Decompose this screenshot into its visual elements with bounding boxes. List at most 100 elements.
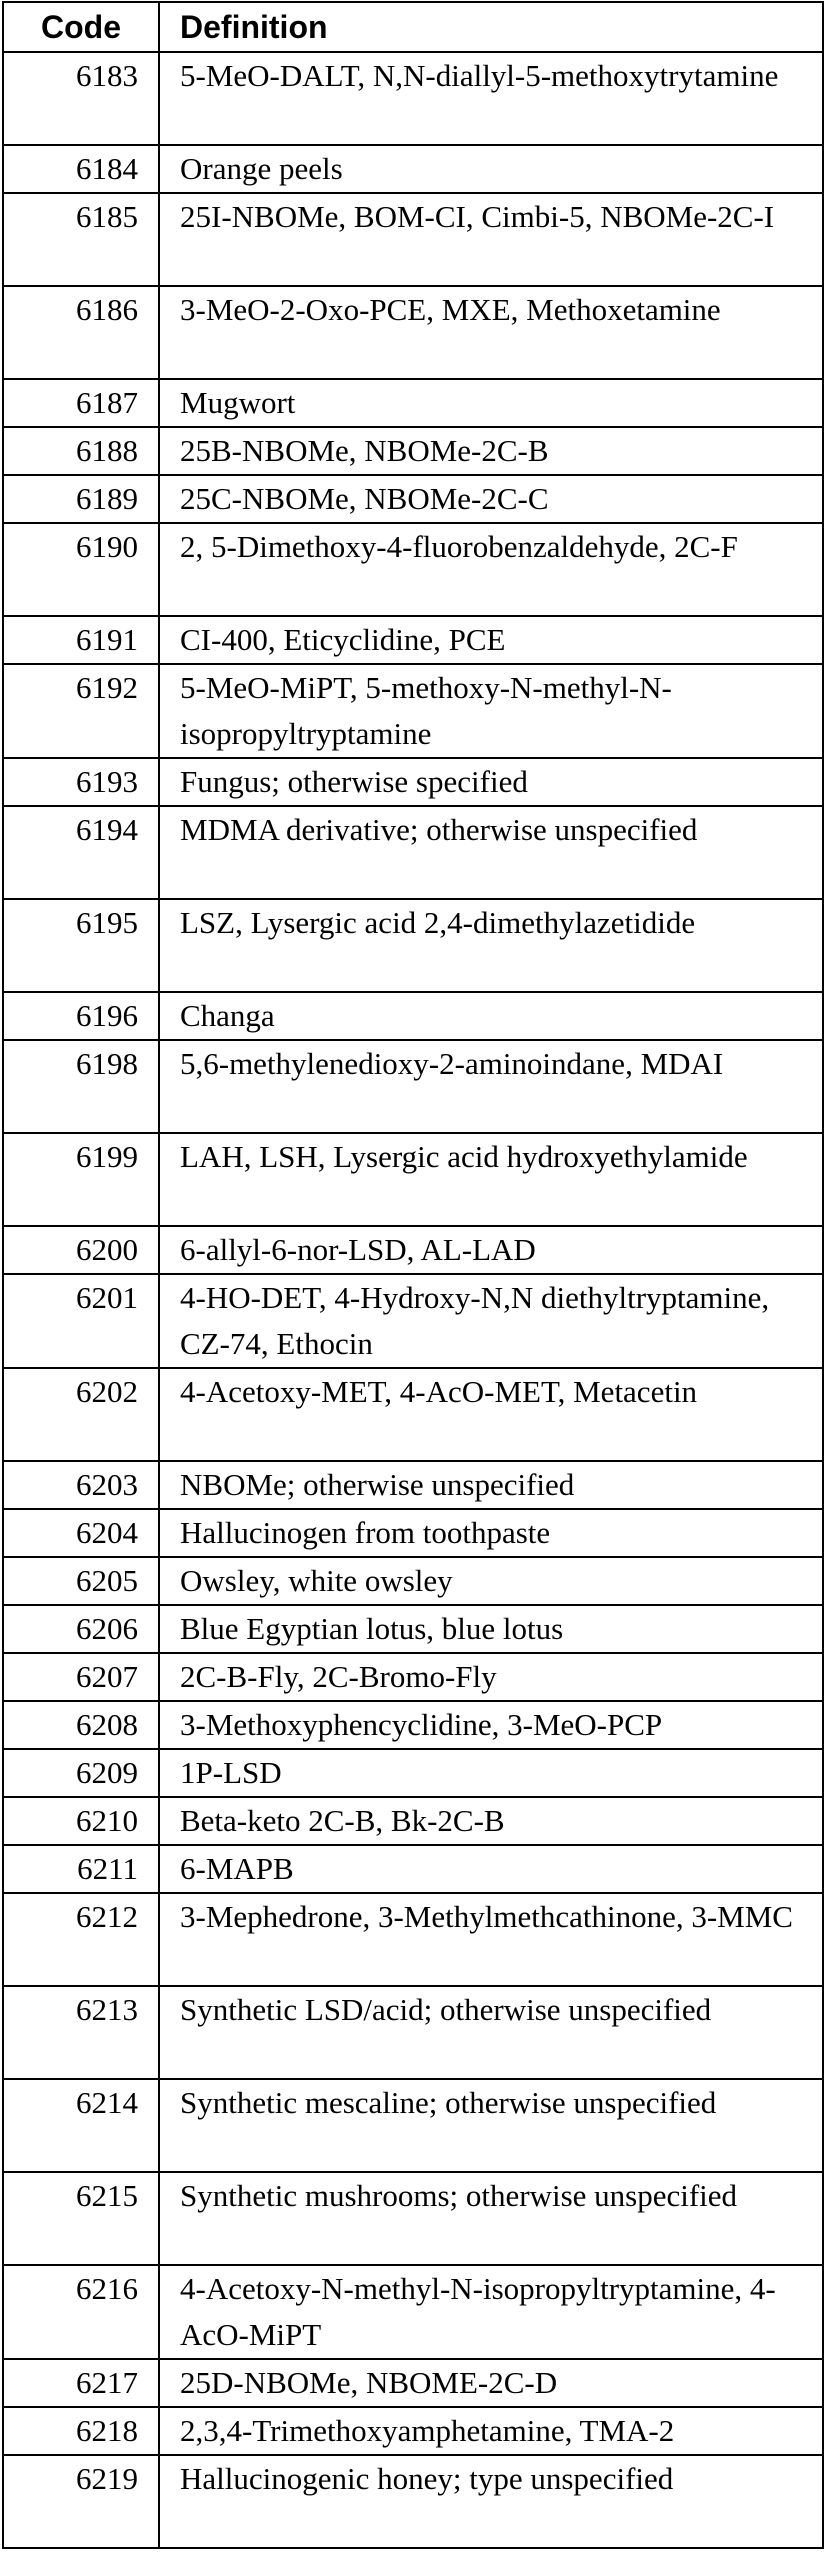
table-row: 6186 3-MeO-2-Oxo-PCE, MXE, Methoxetamine <box>2 285 824 380</box>
table-row: 6215 Synthetic mushrooms; otherwise unspe… <box>2 2171 824 2266</box>
code-cell: 6210 <box>2 1796 160 1846</box>
definition-cell: LSZ, Lysergic acid 2,4-dimethylazetidide <box>158 898 824 993</box>
table-row: 6193 Fungus; otherwise specified <box>2 757 824 807</box>
definition-cell: LAH, LSH, Lysergic acid hydroxyethylamid… <box>158 1132 824 1227</box>
code-cell: 6218 <box>2 2406 160 2456</box>
table-row: 6204 Hallucinogen from toothpaste <box>2 1508 824 1558</box>
definition-cell: 2C-B-Fly, 2C-Bromo-Fly <box>158 1652 824 1702</box>
definition-cell: 6-MAPB <box>158 1844 824 1894</box>
code-cell: 6183 <box>2 51 160 146</box>
code-cell: 6201 <box>2 1273 160 1369</box>
code-cell: 6188 <box>2 426 160 476</box>
definition-cell: NBOMe; otherwise unspecified <box>158 1460 824 1510</box>
definition-cell: 3-Methoxyphencyclidine, 3-MeO-PCP <box>158 1700 824 1750</box>
definition-cell: 1P-LSD <box>158 1748 824 1798</box>
table-row: 6216 4-Acetoxy-N-methyl-N-isopropyltrypta… <box>2 2264 824 2360</box>
code-cell: 6205 <box>2 1556 160 1606</box>
code-cell: 6202 <box>2 1367 160 1462</box>
table-row: 6192 5-MeO-MiPT, 5-methoxy-N-methyl-N-iso… <box>2 663 824 759</box>
definition-cell: 3-MeO-2-Oxo-PCE, MXE, Methoxetamine <box>158 285 824 380</box>
table-row: 6213 Synthetic LSD/acid; otherwise unspec… <box>2 1985 824 2080</box>
table-row: 6205 Owsley, white owsley <box>2 1556 824 1606</box>
table-row: 6196 Changa <box>2 991 824 1041</box>
code-cell: 6212 <box>2 1892 160 1987</box>
definition-cell: Orange peels <box>158 144 824 194</box>
definition-cell: Hallucinogen from toothpaste <box>158 1508 824 1558</box>
definition-cell: 25C-NBOMe, NBOMe-2C-C <box>158 474 824 524</box>
table-row: 6199 LAH, LSH, Lysergic acid hydroxyethyl… <box>2 1132 824 1227</box>
code-cell: 6200 <box>2 1225 160 1275</box>
table-row: 6188 25B-NBOMe, NBOMe-2C-B <box>2 426 824 476</box>
definition-cell: 25D-NBOMe, NBOME-2C-D <box>158 2358 824 2408</box>
definition-cell: 25I-NBOMe, BOM-CI, Cimbi-5, NBOMe-2C-I <box>158 192 824 287</box>
table-row: 6185 25I-NBOMe, BOM-CI, Cimbi-5, NBOMe-2C… <box>2 192 824 287</box>
definition-cell: 3-Mephedrone, 3-Methylmethcathinone, 3-M… <box>158 1892 824 1987</box>
definition-cell: Hallucinogenic honey; type unspecified <box>158 2454 824 2549</box>
table-header: Code Definition <box>2 1 824 53</box>
code-cell: 6191 <box>2 615 160 665</box>
definition-cell: 5-MeO-DALT, N,N-diallyl-5-methoxytrytami… <box>158 51 824 146</box>
definition-cell: 4-Acetoxy-MET, 4-AcO-MET, Metacetin <box>158 1367 824 1462</box>
definition-cell: Fungus; otherwise specified <box>158 757 824 807</box>
definition-cell: MDMA derivative; otherwise unspecified <box>158 805 824 900</box>
definition-cell: Synthetic mushrooms; otherwise unspecifi… <box>158 2171 824 2266</box>
code-cell: 6217 <box>2 2358 160 2408</box>
code-cell: 6204 <box>2 1508 160 1558</box>
code-cell: 6215 <box>2 2171 160 2266</box>
table-row: 6209 1P-LSD <box>2 1748 824 1798</box>
table-row: 6195 LSZ, Lysergic acid 2,4-dimethylazeti… <box>2 898 824 993</box>
table-body: 6183 5-MeO-DALT, N,N-diallyl-5-methoxytry… <box>2 51 824 2549</box>
code-cell: 6186 <box>2 285 160 380</box>
definition-cell: 2, 5-Dimethoxy-4-fluorobenzaldehyde, 2C-… <box>158 522 824 617</box>
code-cell: 6214 <box>2 2078 160 2173</box>
table-row: 6202 4-Acetoxy-MET, 4-AcO-MET, Metacetin <box>2 1367 824 1462</box>
definition-cell: 5-MeO-MiPT, 5-methoxy-N-methyl-N-isoprop… <box>158 663 824 759</box>
table-row: 6184 Orange peels <box>2 144 824 194</box>
table-row: 6214 Synthetic mescaline; otherwise unspe… <box>2 2078 824 2173</box>
code-cell: 6185 <box>2 192 160 287</box>
definition-cell: 4-Acetoxy-N-methyl-N-isopropyltryptamine… <box>158 2264 824 2360</box>
code-cell: 6208 <box>2 1700 160 1750</box>
code-cell: 6199 <box>2 1132 160 1227</box>
code-cell: 6190 <box>2 522 160 617</box>
table-row: 6191 CI-400, Eticyclidine, PCE <box>2 615 824 665</box>
code-cell: 6207 <box>2 1652 160 1702</box>
definition-cell: Mugwort <box>158 378 824 428</box>
table-row: 6219 Hallucinogenic honey; type unspecifi… <box>2 2454 824 2549</box>
table-row: 6211 6-MAPB <box>2 1844 824 1894</box>
code-cell: 6216 <box>2 2264 160 2360</box>
code-cell: 6189 <box>2 474 160 524</box>
definition-column-header: Definition <box>158 1 824 53</box>
table-row: 6207 2C-B-Fly, 2C-Bromo-Fly <box>2 1652 824 1702</box>
definition-cell: Beta-keto 2C-B, Bk-2C-B <box>158 1796 824 1846</box>
code-cell: 6203 <box>2 1460 160 1510</box>
code-column-header: Code <box>2 1 160 53</box>
table-row: 6217 25D-NBOMe, NBOME-2C-D <box>2 2358 824 2408</box>
code-cell: 6219 <box>2 2454 160 2549</box>
code-cell: 6213 <box>2 1985 160 2080</box>
table-row: 6190 2, 5-Dimethoxy-4-fluorobenzaldehyde,… <box>2 522 824 617</box>
definition-cell: CI-400, Eticyclidine, PCE <box>158 615 824 665</box>
definition-cell: Owsley, white owsley <box>158 1556 824 1606</box>
table-row: 6203 NBOMe; otherwise unspecified <box>2 1460 824 1510</box>
code-cell: 6206 <box>2 1604 160 1654</box>
table-row: 6208 3-Methoxyphencyclidine, 3-MeO-PCP <box>2 1700 824 1750</box>
definition-cell: 4-HO-DET, 4-Hydroxy-N,N diethyltryptamin… <box>158 1273 824 1369</box>
table-row: 6183 5-MeO-DALT, N,N-diallyl-5-methoxytry… <box>2 51 824 146</box>
code-cell: 6193 <box>2 757 160 807</box>
definition-cell: 5,6-methylenedioxy-2-aminoindane, MDAI <box>158 1039 824 1134</box>
definition-cell: 25B-NBOMe, NBOMe-2C-B <box>158 426 824 476</box>
table-row: 6194 MDMA derivative; otherwise unspecifi… <box>2 805 824 900</box>
code-cell: 6194 <box>2 805 160 900</box>
table-row: 6210 Beta-keto 2C-B, Bk-2C-B <box>2 1796 824 1846</box>
definition-cell: 6-allyl-6-nor-LSD, AL-LAD <box>158 1225 824 1275</box>
definition-cell: 2,3,4-Trimethoxyamphetamine, TMA-2 <box>158 2406 824 2456</box>
code-cell: 6211 <box>2 1844 160 1894</box>
table-row: 6187 Mugwort <box>2 378 824 428</box>
table-row: 6198 5,6-methylenedioxy-2-aminoindane, MD… <box>2 1039 824 1134</box>
table-row: 6200 6-allyl-6-nor-LSD, AL-LAD <box>2 1225 824 1275</box>
table-row: 6206 Blue Egyptian lotus, blue lotus <box>2 1604 824 1654</box>
table-row: 6201 4-HO-DET, 4-Hydroxy-N,N diethyltrypt… <box>2 1273 824 1369</box>
code-cell: 6187 <box>2 378 160 428</box>
